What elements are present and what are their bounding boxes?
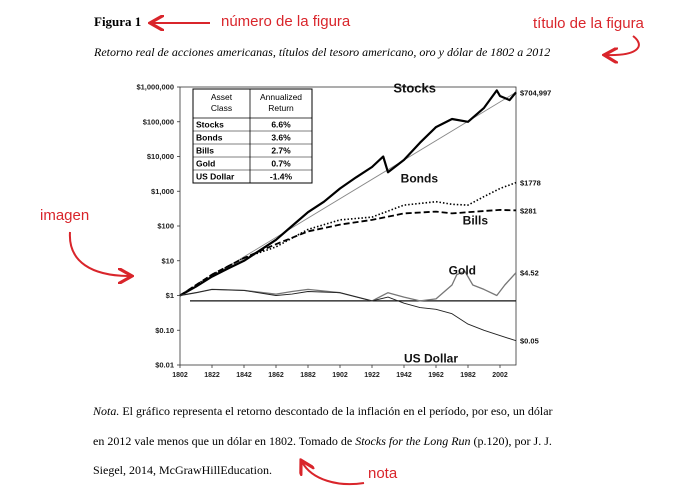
series-line-bonds: [179, 181, 517, 297]
annotation-note: nota: [368, 465, 398, 482]
series-line-gold: [179, 270, 517, 302]
table-cell-asset: Bills: [196, 146, 214, 156]
y-tick-label: $100: [157, 222, 174, 231]
end-label-bonds: $1778: [520, 179, 541, 188]
x-tick-label: 1982: [460, 372, 476, 379]
image-arrow: [68, 231, 130, 276]
end-label-bills: $281: [520, 206, 537, 215]
table-header-cell: Annualized: [260, 92, 302, 102]
note-arrow: [302, 462, 365, 486]
table-cell-return: -1.4%: [270, 172, 293, 182]
figure-title: Retorno real de acciones americanas, tít…: [94, 45, 551, 59]
series-label-bills: Bills: [463, 213, 489, 227]
series-label-stocks: Stocks: [393, 80, 436, 95]
y-tick-label: $1,000: [151, 187, 174, 196]
x-tick-label: 1822: [204, 372, 220, 379]
annotation-figure-title: título de la figura: [533, 15, 644, 32]
note-line-1: Nota. El gráfico representa el retorno d…: [93, 404, 553, 419]
end-label-us-dollar: $0.05: [520, 337, 539, 346]
table-header-cell: Asset: [211, 92, 233, 102]
y-tick-label: $10: [161, 256, 174, 265]
note-line-1-text: El gráfico representa el retorno descont…: [119, 404, 553, 418]
y-tick-label: $1,000,000: [136, 83, 174, 92]
figure-title-arrow: [606, 35, 640, 55]
note-line-2b: (p.120), por J. J.: [470, 434, 552, 448]
note-line-2a: en 2012 vale menos que un dólar en 1802.…: [93, 434, 356, 448]
y-tick-label: $0.10: [155, 326, 174, 335]
note-prefix: Nota.: [93, 404, 120, 418]
x-tick-label: 2002: [492, 372, 508, 379]
table-header-cell: Class: [211, 103, 232, 113]
y-tick-label: $100,000: [143, 117, 174, 126]
x-tick-label: 1942: [396, 372, 412, 379]
annotation-figure-number: número de la figura: [221, 13, 351, 30]
series-label-gold: Gold: [449, 264, 476, 278]
x-tick-label: 1922: [364, 372, 380, 379]
end-label-gold: $4.52: [520, 269, 539, 278]
series-label-bonds: Bonds: [401, 172, 439, 186]
y-tick-label: $0.01: [155, 361, 174, 370]
y-tick-label: $1: [166, 291, 174, 300]
end-label-stocks: $704,997: [520, 88, 551, 97]
table-cell-asset: US Dollar: [196, 172, 235, 182]
annotation-image: imagen: [40, 207, 90, 224]
note-line-3: Siegel, 2014, McGrawHillEducation.: [93, 463, 272, 477]
note-book-title: Stocks for the Long Run: [355, 434, 471, 448]
series-line-us-dollar: [179, 288, 517, 342]
table-border: [192, 88, 313, 184]
note-line-2: en 2012 vale menos que un dólar en 1802.…: [93, 434, 552, 449]
series-line-bills: [179, 209, 517, 297]
table-cell-asset: Stocks: [196, 120, 224, 130]
table-cell-asset: Gold: [196, 159, 215, 169]
table-cell-return: 0.7%: [271, 159, 291, 169]
table-cell-return: 3.6%: [271, 133, 291, 143]
series-label-us-dollar: US Dollar: [404, 352, 458, 366]
series-line-stocks: [179, 89, 517, 297]
x-tick-label: 1842: [236, 372, 252, 379]
x-tick-label: 1962: [428, 372, 444, 379]
y-tick-label: $10,000: [147, 152, 174, 161]
table-header-cell: Return: [268, 103, 294, 113]
x-tick-label: 1882: [300, 372, 316, 379]
table-cell-asset: Bonds: [196, 133, 223, 143]
x-tick-label: 1802: [172, 372, 188, 379]
table-cell-return: 2.7%: [271, 146, 291, 156]
figure-number: Figura 1: [94, 14, 142, 29]
x-tick-label: 1862: [268, 372, 284, 379]
table-cell-return: 6.6%: [271, 120, 291, 130]
x-tick-label: 1902: [332, 372, 348, 379]
